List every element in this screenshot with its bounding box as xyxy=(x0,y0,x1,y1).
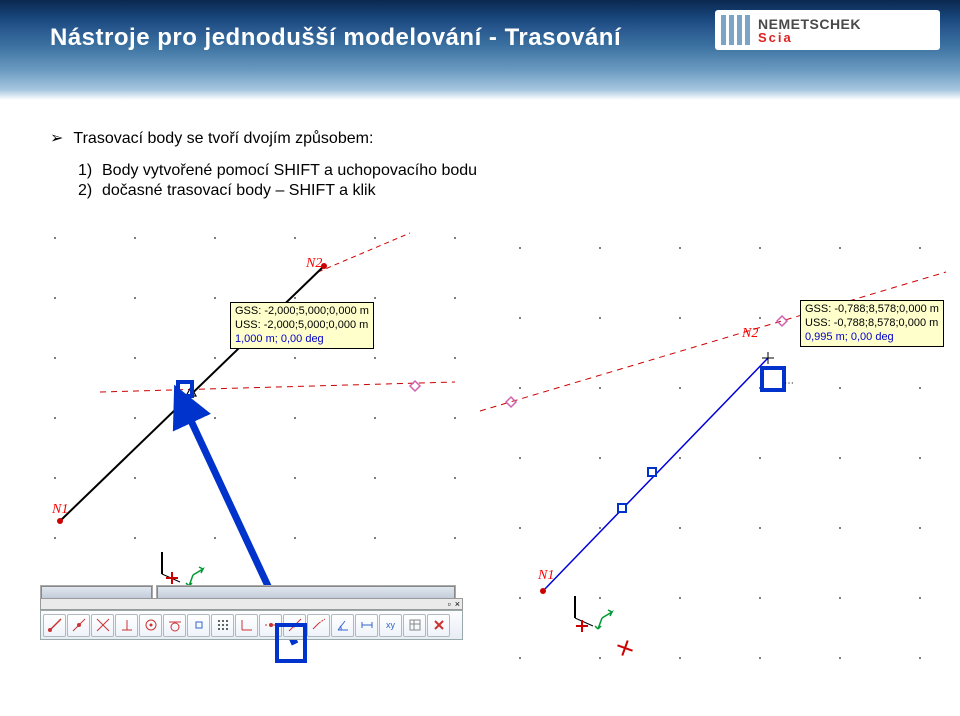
tool-angle[interactable] xyxy=(331,614,354,637)
toolbar-highlight xyxy=(275,623,307,663)
list-num-2: 2) xyxy=(78,182,102,200)
tool-surface[interactable] xyxy=(403,614,426,637)
tool-perpendicular[interactable] xyxy=(115,614,138,637)
label-n2-left: N2 xyxy=(306,256,322,272)
bullet-icon: ➢ xyxy=(50,128,63,148)
tool-xy[interactable]: xy xyxy=(379,614,402,637)
node-marker-2 xyxy=(617,503,627,513)
logo-bars-icon xyxy=(721,15,750,45)
logo-sub: Scia xyxy=(758,30,861,45)
tooltip-right-l2: USS: -0,788;8,578;0,000 m xyxy=(805,317,939,331)
toolbar-row: xy xyxy=(40,610,463,640)
tool-node[interactable] xyxy=(187,614,210,637)
list-text-2: dočasné trasovací body – SHIFT a klik xyxy=(102,182,376,200)
node-marker-1 xyxy=(647,467,657,477)
label-n2-right: N2 xyxy=(742,326,758,342)
snap-toolbar: ▫ × xy xyxy=(40,598,470,658)
logo: NEMETSCHEK Scia xyxy=(715,10,940,50)
tool-center[interactable] xyxy=(139,614,162,637)
bullet-text: Trasovací body se tvoří dvojím způsobem: xyxy=(73,130,373,148)
list-text-1: Body vytvořené pomocí SHIFT a uchopovací… xyxy=(102,162,477,180)
diagram-area: N2 N1 GSS: -2,000;5,000;0,000 m USS: -2,… xyxy=(0,218,960,688)
tooltip-left-l2: USS: -2,000;5,000;0,000 m xyxy=(235,319,369,333)
close-icon[interactable]: × xyxy=(455,599,460,609)
tooltip-left-l3: 1,000 m; 0,00 deg xyxy=(235,333,369,347)
label-n1-left: N1 xyxy=(52,502,68,518)
tool-intersection[interactable] xyxy=(91,614,114,637)
tool-ortho[interactable] xyxy=(235,614,258,637)
tool-clear[interactable] xyxy=(427,614,450,637)
tool-grid[interactable] xyxy=(211,614,234,637)
tracking-point-right: ⋯ xyxy=(760,366,786,392)
header-banner: Nástroje pro jednodušší modelování - Tra… xyxy=(0,0,960,100)
tool-midpoint[interactable] xyxy=(67,614,90,637)
label-n1-right: N1 xyxy=(538,568,554,584)
tooltip-left-l1: GSS: -2,000;5,000;0,000 m xyxy=(235,305,369,319)
tooltip-right-l3: 0,995 m; 0,00 deg xyxy=(805,331,939,345)
tool-dim[interactable] xyxy=(355,614,378,637)
tool-endpoint[interactable] xyxy=(43,614,66,637)
list-num-1: 1) xyxy=(78,162,102,180)
toolbar-header[interactable]: ▫ × xyxy=(40,598,463,610)
tool-extension[interactable] xyxy=(307,614,330,637)
tool-tangent[interactable] xyxy=(163,614,186,637)
tooltip-right: GSS: -0,788;8,578;0,000 m USS: -0,788;8,… xyxy=(800,300,944,347)
page-title: Nástroje pro jednodušší modelování - Tra… xyxy=(50,24,621,52)
pin-icon[interactable]: ▫ xyxy=(448,599,451,609)
tracking-point-left xyxy=(176,380,194,398)
tooltip-right-l1: GSS: -0,788;8,578;0,000 m xyxy=(805,303,939,317)
content-text: ➢ Trasovací body se tvoří dvojím způsobe… xyxy=(0,100,960,210)
tooltip-left: GSS: -2,000;5,000;0,000 m USS: -2,000;5,… xyxy=(230,302,374,349)
